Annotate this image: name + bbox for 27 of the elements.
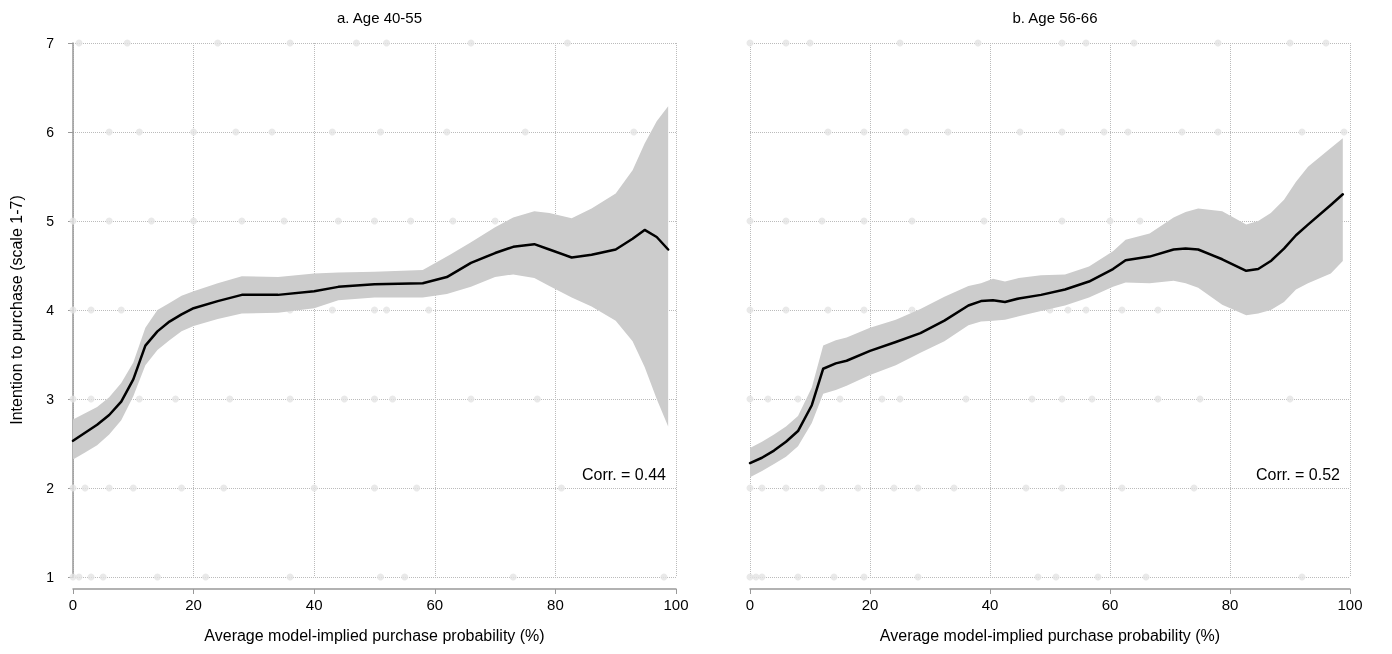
annotation: Corr. = 0.52: [1255, 465, 1341, 483]
line-series: [71, 228, 670, 443]
y-tick-label: 5: [46, 213, 55, 229]
x-tick-label: 60: [426, 596, 444, 613]
y-tick-label: 1: [46, 569, 55, 585]
y-tick-label: 7: [46, 35, 55, 51]
x-tick-label: 0: [745, 596, 755, 613]
x-tick-label: 80: [547, 596, 564, 613]
annotation: Corr. = 0.44: [581, 465, 667, 483]
y-axis-title: Intention to purchase (scale 1-7): [7, 195, 25, 425]
x-tick-label: 40: [305, 596, 323, 613]
x-tick-label: 40: [981, 596, 999, 613]
x-tick-label: 100: [1337, 596, 1363, 613]
x-tick-label: 100: [663, 596, 689, 613]
y-tick-label: 2: [46, 480, 55, 496]
x-tick-label: 20: [185, 596, 202, 613]
x-axis-title: Average model-implied purchase probability (%): [204, 626, 545, 644]
x-axis-title: Average model-implied purchase probability (%): [879, 626, 1221, 644]
chart-title: b. Age 56-66: [1012, 9, 1098, 26]
x-tick-label: 0: [68, 596, 78, 613]
x-tick-label: 60: [1101, 596, 1119, 613]
y-tick-label: 3: [46, 391, 55, 407]
x-tick-label: 80: [1221, 596, 1239, 613]
x-tick-label: 20: [861, 596, 879, 613]
chart-title: a. Age 40-55: [336, 9, 423, 26]
y-tick-label: 6: [46, 124, 55, 140]
y-tick-label: 4: [46, 302, 55, 318]
